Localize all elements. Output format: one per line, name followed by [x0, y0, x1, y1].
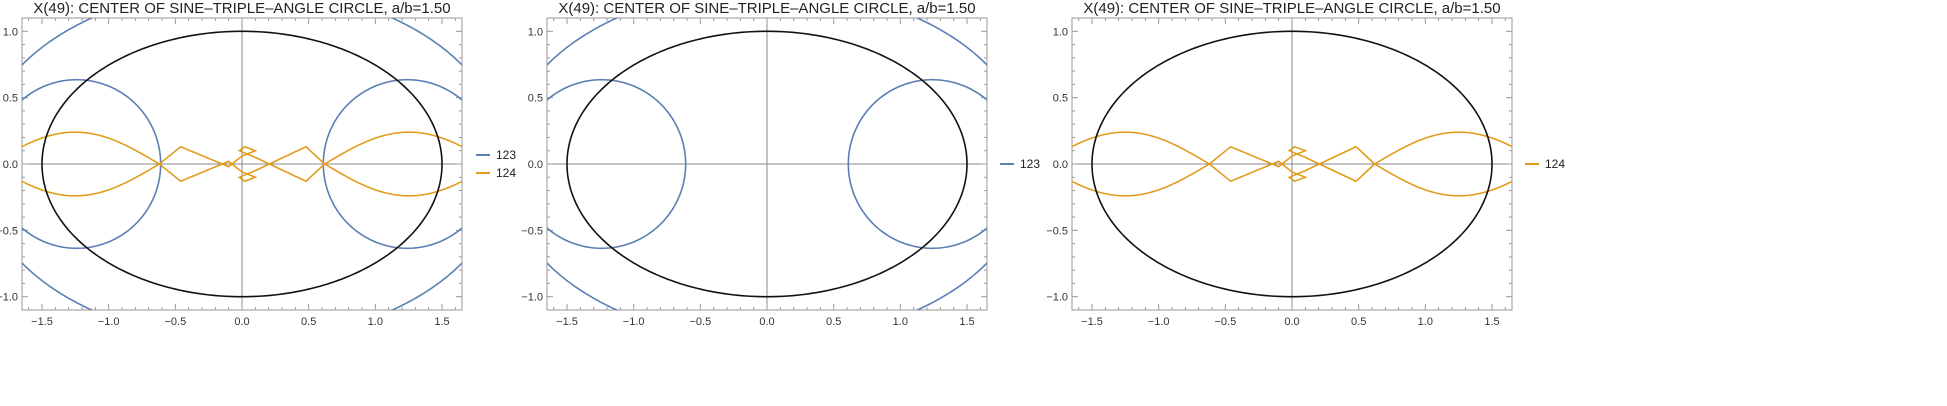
legend-label: 124 [1545, 157, 1565, 171]
plot-area [547, 18, 987, 310]
y-tick-label: 0.5 [3, 93, 18, 105]
y-tick-label: 1.0 [1053, 26, 1068, 38]
x-tick-label: −0.5 [164, 316, 186, 328]
x-tick-label: 0.0 [1284, 316, 1299, 328]
series-124-lobe [22, 163, 160, 197]
x-tick-label: 1.0 [1418, 316, 1433, 328]
x-tick-label: −1.0 [623, 316, 645, 328]
y-tick-label: 1.0 [3, 26, 18, 38]
series-123-circle [322, 78, 462, 250]
y-tick-label: −1.0 [0, 292, 18, 304]
legend: 124 [1525, 157, 1565, 171]
series-124-inner [158, 145, 326, 183]
x-tick-label: −1.5 [1081, 316, 1103, 328]
series-124-lobe [1374, 163, 1512, 197]
series-123-outer-arc [22, 261, 462, 310]
y-tick-label: −1.0 [1046, 292, 1068, 304]
y-tick-label: 1.0 [528, 26, 543, 38]
series-123-circle [22, 78, 162, 250]
series-124-lobe [324, 131, 462, 165]
series-123-outer-arc [22, 18, 462, 67]
chart-title: X(49): CENTER OF SINE–TRIPLE–ANGLE CIRCL… [33, 0, 450, 17]
y-tick-label: −1.0 [521, 292, 543, 304]
chart-title: X(49): CENTER OF SINE–TRIPLE–ANGLE CIRCL… [558, 0, 975, 17]
chart-title: X(49): CENTER OF SINE–TRIPLE–ANGLE CIRCL… [1083, 0, 1500, 17]
x-tick-label: 0.0 [759, 316, 774, 328]
x-tick-label: −0.5 [1214, 316, 1236, 328]
series-124-inner [1208, 145, 1376, 183]
series-124-lobe [22, 131, 160, 165]
x-tick-label: 0.5 [826, 316, 841, 328]
plot-area [1072, 30, 1512, 298]
x-tick-label: −1.5 [31, 316, 53, 328]
legend: 123 [1000, 157, 1040, 171]
x-tick-label: 1.0 [368, 316, 383, 328]
y-tick-label: −0.5 [1046, 225, 1068, 237]
x-tick-label: −0.5 [689, 316, 711, 328]
y-tick-label: −0.5 [0, 225, 18, 237]
x-tick-label: 1.5 [434, 316, 449, 328]
x-tick-label: 0.0 [234, 316, 249, 328]
legend-label: 124 [496, 166, 516, 180]
series-124-lobe [1374, 131, 1512, 165]
chart-panel-2: X(49): CENTER OF SINE–TRIPLE–ANGLE CIRCL… [521, 0, 1040, 328]
x-tick-label: 1.5 [1484, 316, 1499, 328]
x-tick-label: −1.0 [1148, 316, 1170, 328]
ellipse-outline [1091, 30, 1493, 298]
series-124-inner [1208, 145, 1376, 183]
y-tick-label: 0.0 [3, 159, 18, 171]
chart-panel-3: X(49): CENTER OF SINE–TRIPLE–ANGLE CIRCL… [1046, 0, 1565, 328]
x-tick-label: −1.5 [556, 316, 578, 328]
y-tick-label: 0.0 [528, 159, 543, 171]
series-124-inner [158, 145, 326, 183]
ellipse-outline [566, 30, 968, 298]
legend-label: 123 [496, 148, 516, 162]
series-123-circle [847, 78, 987, 250]
x-tick-label: −1.0 [98, 316, 120, 328]
series-123-circle [547, 78, 687, 250]
y-tick-label: 0.0 [1053, 159, 1068, 171]
ellipse-outline [41, 30, 443, 298]
x-tick-label: 0.5 [1351, 316, 1366, 328]
y-tick-label: 0.5 [528, 93, 543, 105]
y-tick-label: −0.5 [521, 225, 543, 237]
plot-area [22, 18, 462, 310]
x-tick-label: 1.0 [893, 316, 908, 328]
x-tick-label: 0.5 [301, 316, 316, 328]
x-tick-label: 1.5 [959, 316, 974, 328]
legend-label: 123 [1020, 157, 1040, 171]
series-124-lobe [324, 163, 462, 197]
series-124-lobe [1072, 131, 1210, 165]
series-124-lobe [1072, 163, 1210, 197]
chart-panel-1: X(49): CENTER OF SINE–TRIPLE–ANGLE CIRCL… [0, 0, 516, 328]
y-tick-label: 0.5 [1053, 93, 1068, 105]
